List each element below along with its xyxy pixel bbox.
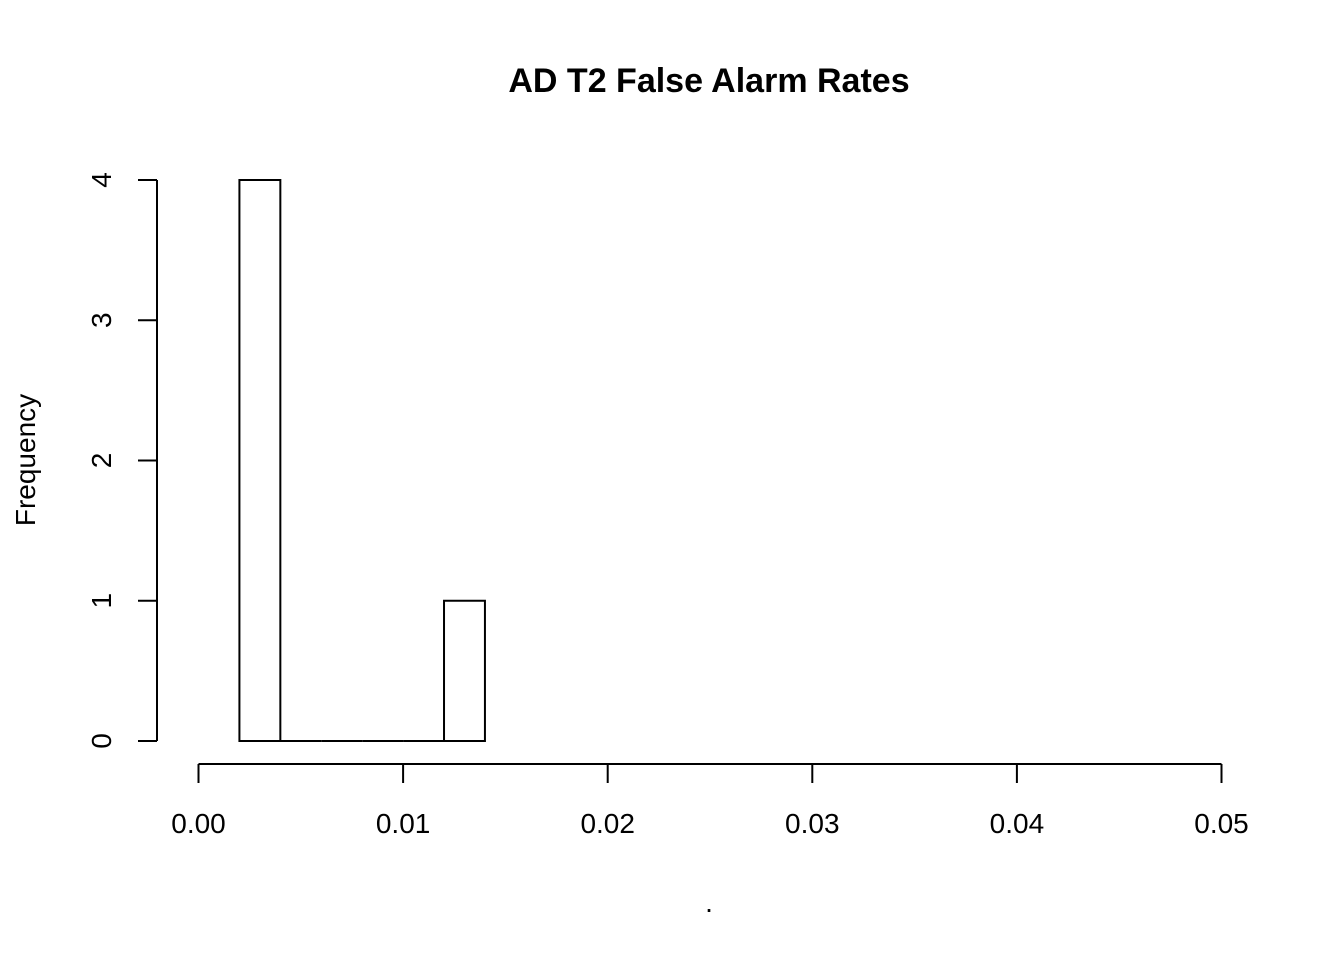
x-tick-label: 0.04 [990,808,1045,839]
histogram-bars [238,179,486,742]
y-tick-label: 0 [86,733,117,749]
y-axis-label: Frequency [10,394,41,526]
y-tick-label: 1 [86,593,117,609]
y-tick-label: 2 [86,453,117,469]
histogram-bar [443,599,486,742]
y-tick-label: 4 [86,172,117,188]
chart-title: AD T2 False Alarm Rates [508,62,909,100]
x-axis-label: . [705,887,713,918]
y-tick-label: 3 [86,312,117,328]
x-tick-label: 0.05 [1194,808,1249,839]
x-tick-label: 0.00 [171,808,226,839]
histogram-bar [238,179,282,742]
y-axis: 0 1 2 3 4 [86,172,158,749]
x-tick-label: 0.03 [785,808,840,839]
x-axis: 0.00 0.01 0.02 0.03 0.04 0.05 [171,763,1249,839]
x-tick-label: 0.02 [580,808,635,839]
x-tick-label: 0.01 [376,808,431,839]
